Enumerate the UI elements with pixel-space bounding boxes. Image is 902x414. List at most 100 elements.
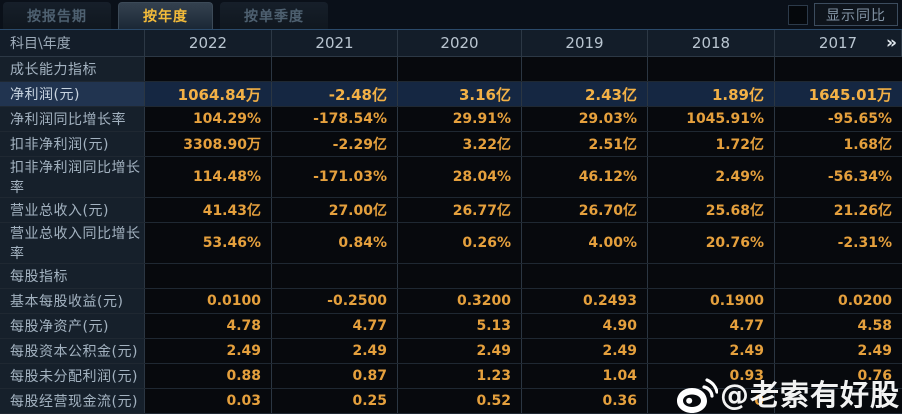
cell-value: 5.13 [398, 314, 522, 338]
cell-value: 26.70亿 [522, 198, 648, 222]
cell-value: 28.04% [398, 157, 522, 197]
cell-value: 21.26亿 [775, 198, 902, 222]
row-label: 成长能力指标 [0, 57, 145, 81]
cell-value: 26.77亿 [398, 198, 522, 222]
section-row: 每股指标 [0, 264, 902, 289]
row-label: 扣非净利润同比增长率 [0, 157, 145, 197]
cell-value [398, 264, 522, 288]
cell-value: 29.91% [398, 107, 522, 131]
cell-value: -2.48亿 [272, 82, 398, 106]
header-year: 2020 [398, 30, 522, 56]
cell-value: 1064.84万 [145, 82, 272, 106]
cell-value: 41.43亿 [145, 198, 272, 222]
tab-by-quarter[interactable]: 按单季度 [220, 2, 328, 29]
cell-value: 2.43亿 [522, 82, 648, 106]
cell-value: 0.36 [522, 389, 648, 413]
show-yoy-checkbox[interactable] [788, 5, 808, 25]
cell-value: 0.52 [398, 389, 522, 413]
cell-value [648, 264, 775, 288]
row-label: 净利润同比增长率 [0, 107, 145, 131]
cell-value: 0.03 [145, 389, 272, 413]
table-body: 成长能力指标 净利润(元) 1064.84万 -2.48亿 3.16亿 2.43亿 1.89… [0, 57, 902, 414]
cell-value [145, 264, 272, 288]
cell-value [272, 264, 398, 288]
cell-value: 0.93 [648, 364, 775, 388]
table-header: 科目\年度 2022 2021 2020 2019 2018 2017» [0, 29, 902, 57]
cell-value [398, 57, 522, 81]
row-label: 每股资本公积金(元) [0, 339, 145, 363]
cell-value: 3.16亿 [398, 82, 522, 106]
cell-value [648, 57, 775, 81]
show-yoy-button[interactable]: 显示同比 [814, 3, 898, 26]
cell-value: 0.3200 [398, 289, 522, 313]
cell-value [775, 57, 902, 81]
table-row[interactable]: 净利润同比增长率 104.29% -178.54% 29.91% 29.03% 1045.… [0, 107, 902, 132]
table-row[interactable]: 每股未分配利润(元) 0.88 0.87 1.23 1.04 0.93 0.76 [0, 364, 902, 389]
cell-value: 2.49 [648, 339, 775, 363]
tab-by-year[interactable]: 按年度 [118, 2, 213, 29]
cell-value [145, 57, 272, 81]
cell-value: 2.49 [775, 339, 902, 363]
cell-value: 4.78 [145, 314, 272, 338]
cell-value: 3308.90万 [145, 132, 272, 156]
row-label: 每股未分配利润(元) [0, 364, 145, 388]
row-label: 营业总收入(元) [0, 198, 145, 222]
table-row[interactable]: 每股净资产(元) 4.78 4.77 5.13 4.90 4.77 4.58 [0, 314, 902, 339]
section-row: 成长能力指标 [0, 57, 902, 82]
cell-value: 0.84% [272, 223, 398, 263]
row-label: 每股指标 [0, 264, 145, 288]
table-row[interactable]: 营业总收入(元) 41.43亿 27.00亿 26.77亿 26.70亿 25.68亿 21… [0, 198, 902, 223]
cell-value: 20.76% [648, 223, 775, 263]
table-row[interactable]: 每股经营现金流(元) 0.03 0.25 0.52 0.36 0 [0, 389, 902, 414]
cell-value: 114.48% [145, 157, 272, 197]
header-year: 2019 [522, 30, 648, 56]
cell-value: 0.2493 [522, 289, 648, 313]
tab-bar: 按报告期 按年度 按单季度 显示同比 [0, 0, 902, 29]
cell-value: 0 [648, 389, 775, 413]
header-year: 2018 [648, 30, 775, 56]
table-row[interactable]: 营业总收入同比增长率 53.46% 0.84% 0.26% 4.00% 20.76% -2.… [0, 223, 902, 264]
cell-value: 46.12% [522, 157, 648, 197]
cell-value: -171.03% [272, 157, 398, 197]
cell-value: 1645.01万 [775, 82, 902, 106]
row-label: 每股经营现金流(元) [0, 389, 145, 413]
row-label: 每股净资产(元) [0, 314, 145, 338]
table-row[interactable]: 每股资本公积金(元) 2.49 2.49 2.49 2.49 2.49 2.49 [0, 339, 902, 364]
table-row[interactable]: 基本每股收益(元) 0.0100 -0.2500 0.3200 0.2493 0.1900… [0, 289, 902, 314]
cell-value: 104.29% [145, 107, 272, 131]
tab-by-report-period[interactable]: 按报告期 [3, 2, 111, 29]
header-year: 2022 [145, 30, 272, 56]
row-label: 营业总收入同比增长率 [0, 223, 145, 263]
header-year: 2021 [272, 30, 398, 56]
cell-value: 4.90 [522, 314, 648, 338]
cell-value: 3.22亿 [398, 132, 522, 156]
cell-value: 1.04 [522, 364, 648, 388]
table-row[interactable]: 净利润(元) 1064.84万 -2.48亿 3.16亿 2.43亿 1.89亿 1645.… [0, 82, 902, 107]
cell-value: 0.88 [145, 364, 272, 388]
cell-value: 1.89亿 [648, 82, 775, 106]
table-row[interactable]: 扣非净利润同比增长率 114.48% -171.03% 28.04% 46.12% 2.4… [0, 157, 902, 198]
cell-value: -2.29亿 [272, 132, 398, 156]
cell-value: -2.31% [775, 223, 902, 263]
corner-label: 科目\年度 [0, 30, 145, 56]
cell-value: 0.0100 [145, 289, 272, 313]
cell-value: -0.2500 [272, 289, 398, 313]
more-years-icon[interactable]: » [886, 33, 897, 53]
cell-value: -56.34% [775, 157, 902, 197]
row-label: 扣非净利润(元) [0, 132, 145, 156]
cell-value: 4.00% [522, 223, 648, 263]
cell-value: 1.23 [398, 364, 522, 388]
cell-value: 27.00亿 [272, 198, 398, 222]
cell-value [775, 389, 902, 413]
cell-value: 2.49 [145, 339, 272, 363]
cell-value [522, 57, 648, 81]
cell-value: 2.51亿 [522, 132, 648, 156]
cell-value [272, 57, 398, 81]
cell-value: 0.0200 [775, 289, 902, 313]
table-row[interactable]: 扣非净利润(元) 3308.90万 -2.29亿 3.22亿 2.51亿 1.72亿 1.6… [0, 132, 902, 157]
cell-value: 0.1900 [648, 289, 775, 313]
cell-value: 2.49% [648, 157, 775, 197]
cell-value [522, 264, 648, 288]
cell-value: 0.25 [272, 389, 398, 413]
